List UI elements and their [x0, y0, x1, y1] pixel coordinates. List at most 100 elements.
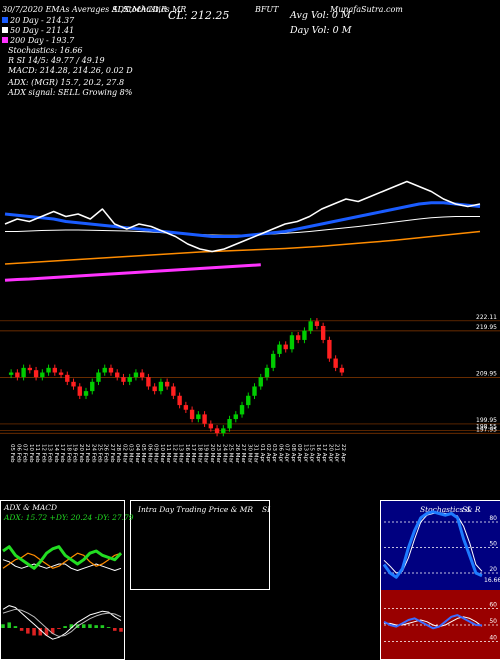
candle-body	[339, 367, 345, 373]
x-tick-label: 05 Feb	[9, 444, 15, 463]
x-tick-label: 02 Apr	[265, 444, 271, 463]
macd-value: MACD: 214.28, 214.26, 0.02 D	[7, 66, 133, 75]
histogram-bar	[32, 628, 36, 636]
x-tick-label: 04 Mar	[134, 444, 140, 464]
candle-body	[52, 367, 57, 373]
y-tick-label: 20	[489, 566, 497, 573]
x-tick-label: 26 Mar	[234, 444, 240, 464]
panel-title: SI	[462, 505, 471, 514]
ema-200: 200 Day - 193.7	[9, 36, 75, 45]
histogram-bar	[88, 624, 92, 628]
close-price: CL: 212.25	[168, 9, 229, 22]
candle-body	[271, 353, 276, 368]
ema-50: 50 Day - 211.41	[10, 26, 74, 35]
x-tick-label: 12 Feb	[40, 444, 46, 463]
x-tick-label: 07 Feb	[22, 444, 28, 463]
candle-body	[90, 381, 95, 392]
x-tick-label: 18 Feb	[65, 444, 71, 463]
x-tick-label: 30 Mar	[246, 444, 252, 464]
x-tick-label: 19 Mar	[203, 444, 209, 464]
histogram-bar	[57, 628, 61, 629]
candle-body	[214, 428, 220, 434]
x-tick-label: 12 Mar	[171, 444, 177, 464]
panel-title: Stochastics & R	[420, 505, 481, 514]
x-tick-label: 22 Apr	[340, 444, 346, 463]
day-volume: Day Vol: 0 M	[289, 25, 352, 36]
candle-body	[208, 423, 214, 429]
candle-body	[77, 386, 82, 396]
candle-body	[333, 358, 338, 368]
candle-body	[133, 372, 139, 378]
panel-title: ADX & MACD	[3, 503, 57, 512]
data-label: 16.66	[484, 577, 500, 584]
x-tick-label: 27 Feb	[109, 444, 115, 463]
histogram-bar	[119, 628, 123, 632]
y-tick-label: 50	[489, 541, 497, 548]
candle-body	[264, 367, 270, 378]
candle-body	[246, 395, 251, 406]
rsi-value: R SI 14/5: 49.77 / 49.19	[7, 56, 105, 65]
candle-body	[83, 391, 89, 396]
series-line	[4, 201, 481, 238]
x-tick-label: 13 Mar	[178, 444, 184, 464]
series-line	[4, 230, 481, 265]
candle-body	[314, 321, 320, 326]
candle-body	[127, 377, 132, 382]
histogram-bar	[100, 625, 105, 628]
candle-body	[189, 409, 195, 420]
candle-body	[27, 367, 33, 371]
candle-body	[40, 372, 45, 378]
y-tick-label: 222.11	[476, 314, 497, 321]
candle-body	[158, 381, 164, 392]
x-tick-label: 13 Feb	[47, 444, 53, 463]
y-tick-label: 60	[489, 602, 497, 609]
histogram-bar	[1, 624, 5, 628]
y-tick-label: 219.95	[476, 324, 497, 331]
x-tick-label: 07 Apr	[284, 444, 290, 463]
avg-volume: Avg Vol: 0 M	[289, 10, 351, 21]
panel-subtitle: ADX: 15.72 +DY: 20.24 -DY: 27.79	[3, 513, 134, 522]
candle-body	[227, 419, 232, 429]
candle-body	[139, 372, 145, 378]
x-tick-label: 17 Mar	[190, 444, 196, 464]
series-line	[2, 552, 122, 569]
candle-body	[108, 367, 114, 373]
x-tick-label: 20 Apr	[327, 444, 333, 463]
header-title: SI,Stochastics,MR	[112, 5, 186, 14]
candle-body	[327, 339, 332, 359]
header-title: 30/7/2020 EMAs Averages ADX,MACD,R	[2, 5, 167, 14]
panel-title: Intra Day Trading Price & MR	[137, 505, 253, 514]
candle-body	[239, 405, 245, 415]
series-line	[382, 510, 483, 579]
histogram-bar	[19, 628, 24, 631]
y-tick-label: 40	[489, 635, 497, 642]
candle-body	[146, 377, 151, 387]
x-tick-label: 17 Feb	[59, 444, 65, 463]
x-tick-label: 11 Feb	[34, 444, 40, 463]
histogram-bar	[13, 626, 18, 628]
histogram-bar	[106, 627, 111, 628]
legend-swatch	[2, 17, 8, 23]
histogram-bar	[81, 624, 86, 628]
x-tick-label: 16 Apr	[315, 444, 321, 463]
x-tick-label: 14 Feb	[53, 444, 59, 463]
y-tick-label: 197.95	[476, 426, 497, 433]
series-line	[4, 180, 481, 253]
x-tick-label: 08 Apr	[290, 444, 296, 463]
series-line	[2, 545, 123, 570]
candle-body	[121, 377, 126, 382]
x-tick-label: 20 Feb	[78, 444, 84, 463]
candle-body	[221, 428, 226, 434]
candle-body	[33, 370, 39, 378]
legend-swatch	[2, 37, 8, 43]
y-tick-label: 198.55	[476, 423, 497, 430]
x-tick-label: 02 Mar	[121, 444, 127, 464]
x-tick-label: 21 Feb	[84, 444, 90, 463]
x-tick-label: 13 Apr	[302, 444, 308, 463]
candle-body	[277, 344, 282, 354]
x-tick-label: 27 Mar	[240, 444, 246, 464]
candle-body	[233, 414, 238, 420]
histogram-bar	[63, 626, 67, 628]
y-tick-label: 209.95	[476, 370, 497, 377]
